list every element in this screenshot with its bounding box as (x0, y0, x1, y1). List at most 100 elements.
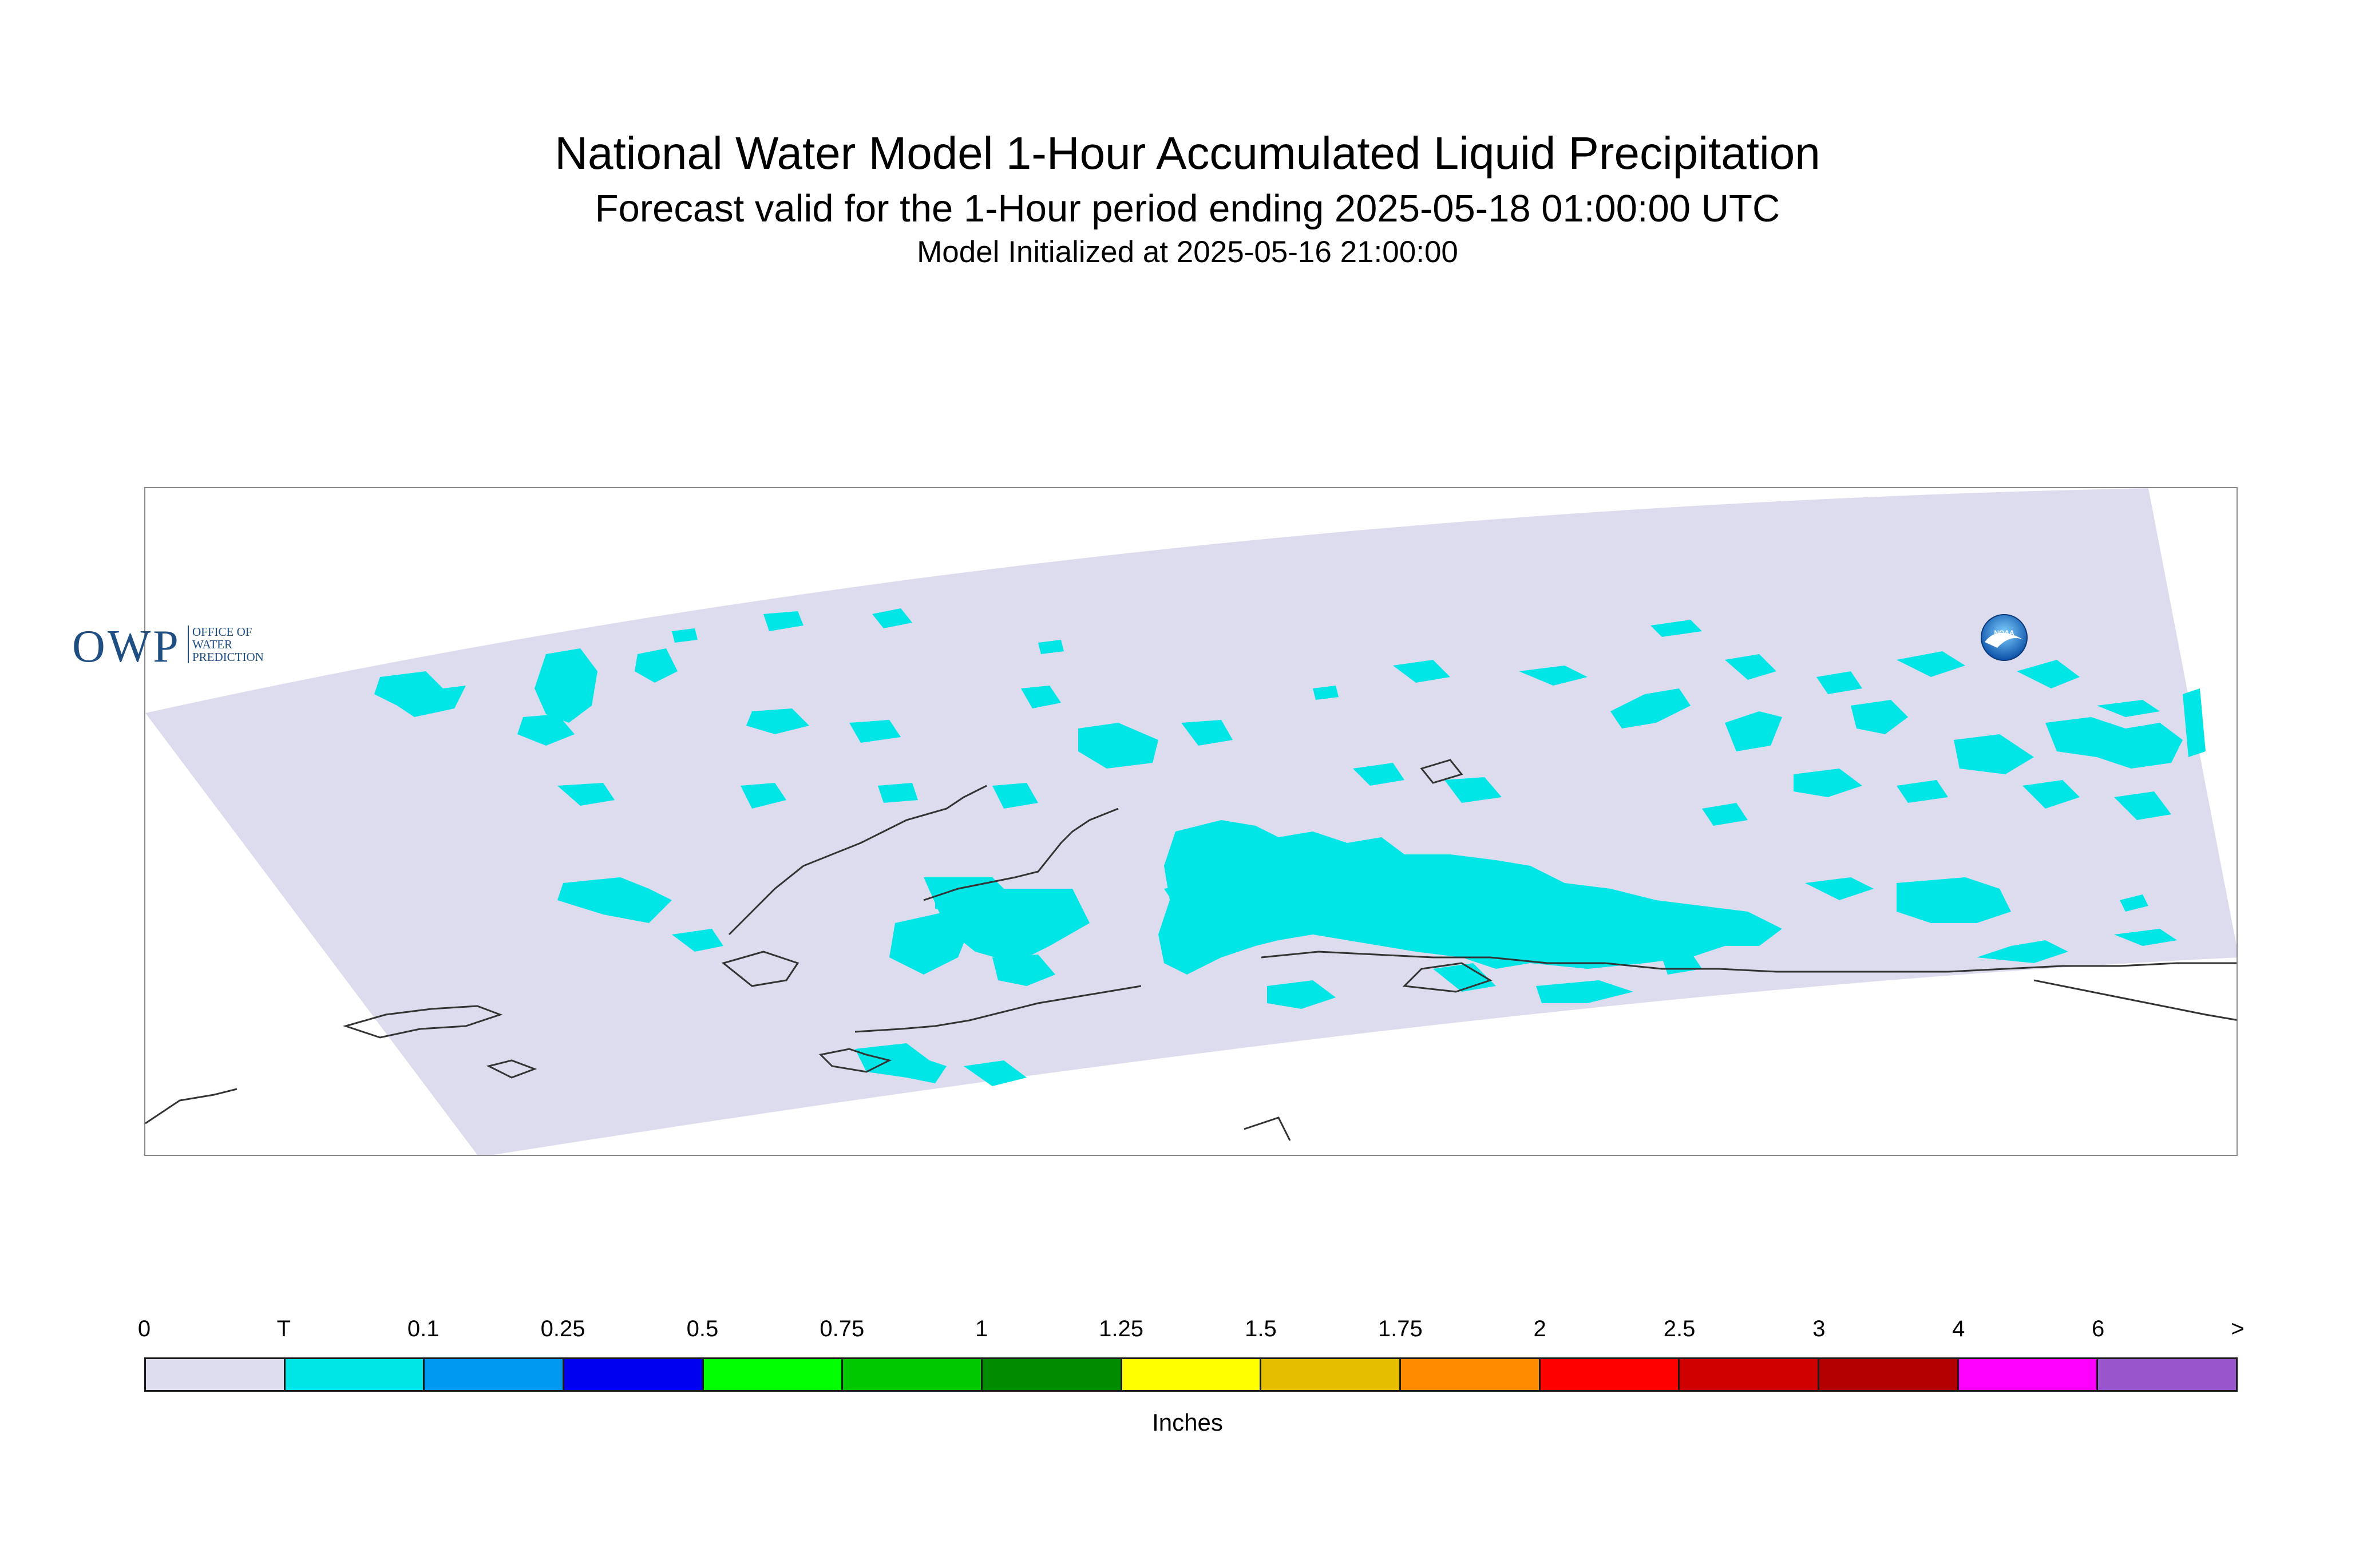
legend-tick-label: 2.5 (1663, 1316, 1696, 1341)
precip-patch (1313, 686, 1339, 700)
coastline-path (145, 1088, 238, 1124)
noaa-logo: NOAA (1981, 614, 2028, 661)
precip-patch (1181, 720, 1233, 746)
owp-logo-subtext: OFFICE OF WATER PREDICTION (188, 625, 307, 663)
legend-swatch (425, 1359, 565, 1390)
owp-line-1: OFFICE OF (192, 625, 252, 639)
precip-patch (2097, 700, 2160, 717)
noaa-logo-text: NOAA (1994, 629, 2014, 637)
coastline-path (818, 1048, 892, 1073)
model-initialized-text: Model Initialized at 2025-05-16 21:00:00 (917, 235, 1458, 269)
precip-patch (1954, 734, 2034, 774)
precip-patch (557, 877, 672, 923)
precip-patch (672, 929, 723, 952)
precip-patch (1353, 763, 1404, 786)
precip-patch (1267, 980, 1336, 1009)
owp-logo-text: OWP (72, 621, 181, 672)
legend-swatch (1819, 1359, 1959, 1390)
legend-tick-label: 1.25 (1099, 1316, 1143, 1341)
legend-colorbar (144, 1357, 2238, 1392)
legend-swatch (1122, 1359, 1262, 1390)
precip-patch (741, 783, 786, 809)
precip-patch (763, 611, 803, 631)
precip-patch (2045, 717, 2183, 769)
precip-patch (872, 608, 912, 628)
legend-swatch (703, 1359, 844, 1390)
precip-patch (535, 648, 597, 723)
precip-patch (1038, 640, 1064, 654)
precip-patch (635, 648, 678, 683)
legend-units-label: Inches (1152, 1409, 1223, 1436)
precip-patch (1610, 688, 1691, 728)
coastline-path (1244, 1116, 1291, 1141)
coastline-path (2033, 979, 2237, 1021)
precipitation-areas (374, 608, 2206, 1086)
coastline-path (923, 807, 1119, 901)
legend-tick-label: 0 (137, 1316, 151, 1341)
precip-patch (1725, 654, 1776, 680)
precip-patch (1897, 877, 2011, 923)
map-title: National Water Model 1-Hour Accumulated … (555, 128, 1820, 179)
precip-patch (517, 714, 575, 746)
precip-patch (2114, 791, 2171, 820)
forecast-valid-subtitle: Forecast valid for the 1-Hour period end… (595, 187, 1780, 230)
legend-tick-label: 4 (1952, 1316, 1965, 1341)
legend-tick-label: T (276, 1316, 291, 1341)
coastline-path (1420, 759, 1463, 784)
precip-patch (1725, 711, 1782, 751)
precip-patch (924, 877, 1090, 963)
precip-patch (1897, 651, 1965, 677)
owp-line-2: WATER (192, 638, 232, 651)
precipitation-map (144, 487, 2238, 1156)
precip-patch (1536, 980, 1633, 1003)
precip-patch (1851, 700, 1908, 734)
precip-patch (2183, 688, 2206, 757)
legend-swatch (1261, 1359, 1402, 1390)
legend-tick-label: 1.5 (1245, 1316, 1277, 1341)
legend-tick-label: 1.75 (1378, 1316, 1423, 1341)
precip-patch (1444, 777, 1502, 803)
coastline-path (1261, 951, 2237, 973)
precip-patch (964, 1060, 1027, 1086)
coastline-path (854, 985, 1142, 1033)
legend-swatch (1680, 1359, 1820, 1390)
legend-swatch (983, 1359, 1122, 1390)
coastline-path (486, 1059, 537, 1079)
precip-patch (878, 783, 918, 803)
precip-patch (992, 783, 1038, 809)
coastlines (145, 759, 2237, 1141)
precip-patch (1977, 940, 2068, 963)
legend-tick-label: 0.75 (820, 1316, 865, 1341)
legend-tick-label: 2 (1533, 1316, 1546, 1341)
precip-patch (1794, 769, 1862, 797)
precip-patch (1021, 686, 1061, 708)
legend-tick-label: 0.25 (540, 1316, 585, 1341)
coastline-path (1402, 962, 1493, 993)
precip-patch (1702, 803, 1748, 826)
precip-patch (672, 628, 698, 643)
precip-patch (849, 720, 901, 743)
precip-patch (855, 1043, 947, 1083)
legend-swatch (1401, 1359, 1541, 1390)
precip-patch (1805, 877, 1874, 900)
precip-patch (2120, 894, 2148, 912)
legend-tick-label: 1 (975, 1316, 988, 1341)
map-canvas (145, 488, 2237, 1155)
precip-patch (1393, 660, 1450, 683)
owp-line-3: PREDICTION (192, 650, 264, 664)
precip-patch (1650, 620, 1702, 637)
coastline-path (728, 853, 833, 936)
precip-patch (2114, 929, 2177, 946)
precip-patch (1519, 666, 1588, 686)
legend-swatch (285, 1359, 425, 1390)
legend-tick-label: 6 (2092, 1316, 2105, 1341)
legend-swatch (564, 1359, 704, 1390)
precip-patch (2022, 780, 2080, 809)
precip-patch (374, 671, 466, 717)
precip-patch (1433, 963, 1496, 992)
precip-patch (2017, 660, 2080, 688)
precip-patch (1897, 780, 1948, 803)
precip-patch (1816, 671, 1862, 694)
coastline-path (342, 1005, 503, 1039)
model-domain-area (145, 488, 2237, 1155)
